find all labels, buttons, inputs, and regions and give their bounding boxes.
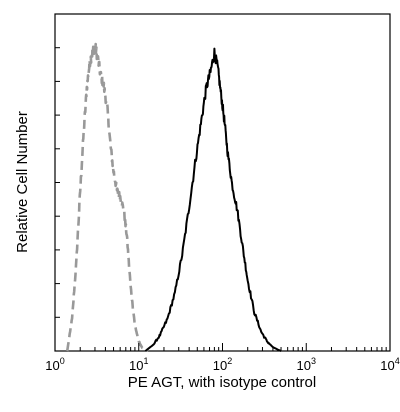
plot-frame	[54, 13, 391, 352]
isotype-control-histogram	[65, 42, 150, 353]
plot-group: 100 101 102 103 104	[45, 13, 400, 373]
x-tick-label: 103	[297, 356, 316, 373]
y-tick-marks	[55, 13, 60, 318]
agt-stained-histogram	[144, 47, 282, 352]
x-tick-marks	[54, 343, 391, 351]
x-tick-labels: 100 101 102 103 104	[45, 356, 399, 373]
y-axis-title: Relative Cell Number	[14, 111, 31, 253]
x-tick-label: 104	[380, 356, 399, 373]
x-axis-title: PE AGT, with isotype control	[128, 374, 316, 391]
x-tick-label: 100	[45, 356, 64, 373]
x-tick-label: 102	[213, 356, 232, 373]
x-tick-label: 101	[129, 356, 148, 373]
series-group	[65, 42, 282, 353]
